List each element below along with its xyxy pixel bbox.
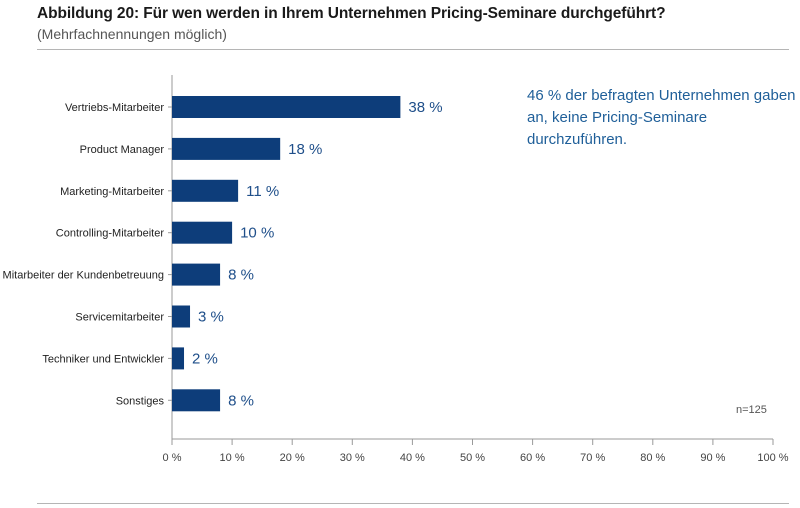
value-label: 8 % xyxy=(228,392,254,409)
value-label: 3 % xyxy=(198,309,224,326)
x-tick-label: 10 % xyxy=(220,452,245,464)
chart-subtitle: (Mehrfachnennungen möglich) xyxy=(37,26,227,42)
x-tick-label: 20 % xyxy=(280,452,305,464)
category-label: Controlling-Mitarbeiter xyxy=(56,228,165,240)
value-label: 11 % xyxy=(246,183,279,200)
value-label: 2 % xyxy=(192,350,218,367)
bar xyxy=(172,179,239,202)
value-label: 8 % xyxy=(228,267,254,284)
value-label: 10 % xyxy=(240,225,274,242)
x-tick-label: 60 % xyxy=(520,452,545,464)
value-label: 38 % xyxy=(408,99,442,116)
bar xyxy=(172,347,185,370)
bar xyxy=(172,221,233,244)
category-label: Vertriebs-Mitarbeiter xyxy=(65,102,164,114)
category-label: Servicemitarbeiter xyxy=(75,312,164,324)
bar xyxy=(172,137,281,160)
category-label: Sonstiges xyxy=(116,395,165,407)
bar xyxy=(172,389,221,412)
category-label: Product Manager xyxy=(80,144,165,156)
x-tick-label: 70 % xyxy=(580,452,605,464)
chart-annotation: 46 % der befragten Unternehmen gaben an,… xyxy=(527,87,796,148)
category-label: Mitarbeiter der Kundenbetreuung xyxy=(3,270,164,282)
bottom-divider xyxy=(37,503,789,504)
bar xyxy=(172,96,401,118)
x-tick-label: 50 % xyxy=(460,452,485,464)
x-tick-label: 90 % xyxy=(700,452,725,464)
category-label: Techniker und Entwickler xyxy=(42,353,164,365)
x-tick-label: 100 % xyxy=(757,452,788,464)
x-tick-label: 80 % xyxy=(640,452,665,464)
top-divider xyxy=(37,49,789,50)
sample-size-note: n=125 xyxy=(736,404,767,416)
bar xyxy=(172,305,191,328)
x-tick-label: 30 % xyxy=(340,452,365,464)
category-label: Marketing-Mitarbeiter xyxy=(60,186,164,198)
value-label: 18 % xyxy=(288,141,322,158)
x-tick-label: 0 % xyxy=(163,452,182,464)
x-tick-label: 40 % xyxy=(400,452,425,464)
chart-title: Abbildung 20: Für wen werden in Ihrem Un… xyxy=(37,5,666,22)
bar xyxy=(172,263,221,286)
